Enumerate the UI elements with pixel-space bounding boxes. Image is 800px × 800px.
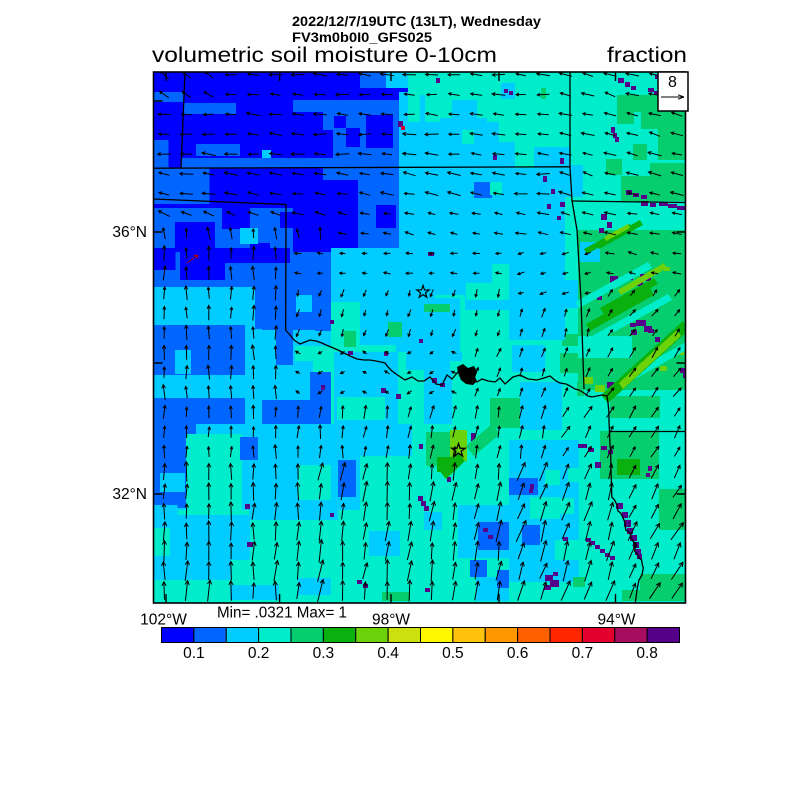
svg-text:8: 8	[668, 74, 677, 91]
svg-text:0.4: 0.4	[377, 645, 399, 662]
svg-text:fraction: fraction	[607, 44, 687, 67]
svg-text:0.6: 0.6	[507, 645, 529, 662]
svg-text:0.7: 0.7	[572, 645, 594, 662]
svg-text:0.3: 0.3	[313, 645, 335, 662]
svg-text:98°W: 98°W	[372, 612, 410, 629]
svg-text:102°W: 102°W	[140, 612, 187, 629]
svg-text:2022/12/7/19UTC (13LT), Wednes: 2022/12/7/19UTC (13LT), Wednesday	[292, 13, 541, 29]
svg-text:volumetric soil moisture 0-10c: volumetric soil moisture 0-10cm	[152, 44, 497, 67]
svg-text:0.1: 0.1	[183, 645, 205, 662]
svg-text:94°W: 94°W	[597, 612, 635, 629]
svg-text:FV3m0b0I0_GFS025: FV3m0b0I0_GFS025	[292, 29, 432, 45]
svg-text:0.2: 0.2	[248, 645, 270, 662]
svg-text:Min= .0321 Max= 1: Min= .0321 Max= 1	[217, 605, 347, 622]
svg-text:32°N: 32°N	[112, 486, 147, 503]
svg-text:0.5: 0.5	[442, 645, 464, 662]
svg-text:36°N: 36°N	[112, 224, 147, 241]
svg-text:0.8: 0.8	[636, 645, 658, 662]
